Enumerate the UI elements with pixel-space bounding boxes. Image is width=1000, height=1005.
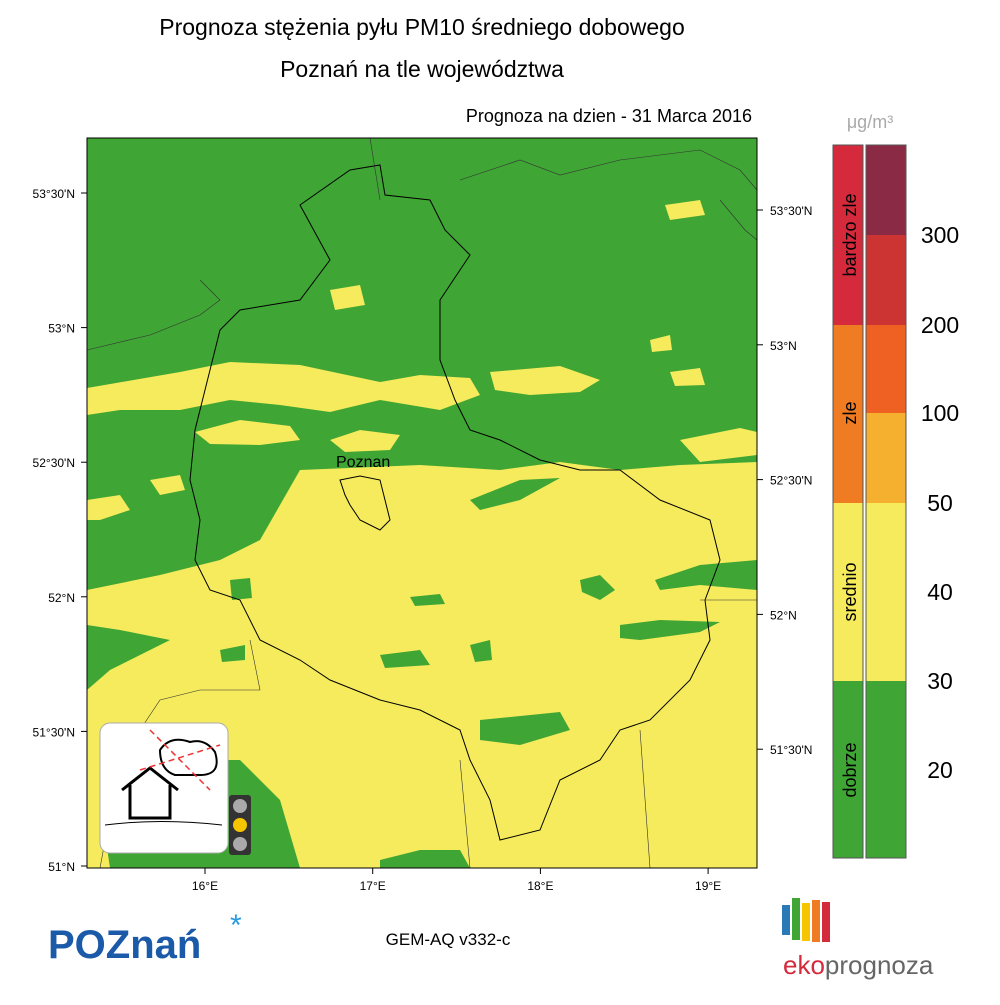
- lat-label-right: 51°30'N: [770, 743, 812, 757]
- legend: μg/m³ bardzo zle zle srednio dobrze 300 200 1…: [832, 112, 959, 859]
- legend-threshold: 300: [921, 222, 959, 248]
- legend-threshold: 20: [927, 757, 953, 783]
- forecast-date: Prognoza na dzien - 31 Marca 2016: [466, 106, 752, 126]
- lat-label-left: 53°N: [48, 322, 75, 336]
- legend-threshold: 200: [921, 312, 959, 338]
- city-label: Poznan: [336, 454, 390, 471]
- legend-threshold: 50: [927, 490, 953, 516]
- legend-category: bardzo zle: [840, 193, 860, 276]
- lat-label-right: 53°30'N: [770, 204, 812, 218]
- legend-unit: μg/m³: [847, 112, 893, 132]
- lat-label-left: 51°N: [48, 860, 75, 874]
- subtitle: Poznań na tle województwa: [280, 56, 564, 82]
- lat-label-left: 52°30'N: [33, 456, 75, 470]
- legend-threshold: 30: [927, 668, 953, 694]
- lon-label: 18°E: [527, 879, 553, 893]
- lat-label-right: 52°30'N: [770, 474, 812, 488]
- legend-category: dobrze: [840, 742, 860, 797]
- lon-label: 17°E: [360, 879, 386, 893]
- logo-star: *: [230, 909, 242, 942]
- legend-threshold: 40: [927, 579, 953, 605]
- lat-label-right: 52°N: [770, 608, 797, 622]
- lon-label: 16°E: [192, 879, 218, 893]
- logo-poznan: POZnań: [48, 923, 201, 967]
- logo-bars: [782, 898, 830, 942]
- lat-label-left: 53°30'N: [33, 187, 75, 201]
- lat-label-right: 53°N: [770, 339, 797, 353]
- title: Prognoza stężenia pyłu PM10 średniego do…: [159, 14, 685, 40]
- legend-threshold: 100: [921, 400, 959, 426]
- logo-eko: eko: [783, 950, 825, 980]
- map: Poznan 53°30'N 53°N 52°30'N 52°N 51°30'N 51°N…: [33, 137, 812, 893]
- lon-label: 19°E: [695, 879, 721, 893]
- legend-category: srednio: [840, 562, 860, 621]
- lat-label-left: 52°N: [48, 591, 75, 605]
- logo-ekoprognoza: ekoprognoza: [783, 950, 934, 980]
- logo-prognoza: prognoza: [825, 950, 934, 980]
- lat-label-left: 51°30'N: [33, 725, 75, 739]
- legend-category: zle: [840, 401, 860, 424]
- model-name: GEM-AQ v332-c: [386, 930, 511, 949]
